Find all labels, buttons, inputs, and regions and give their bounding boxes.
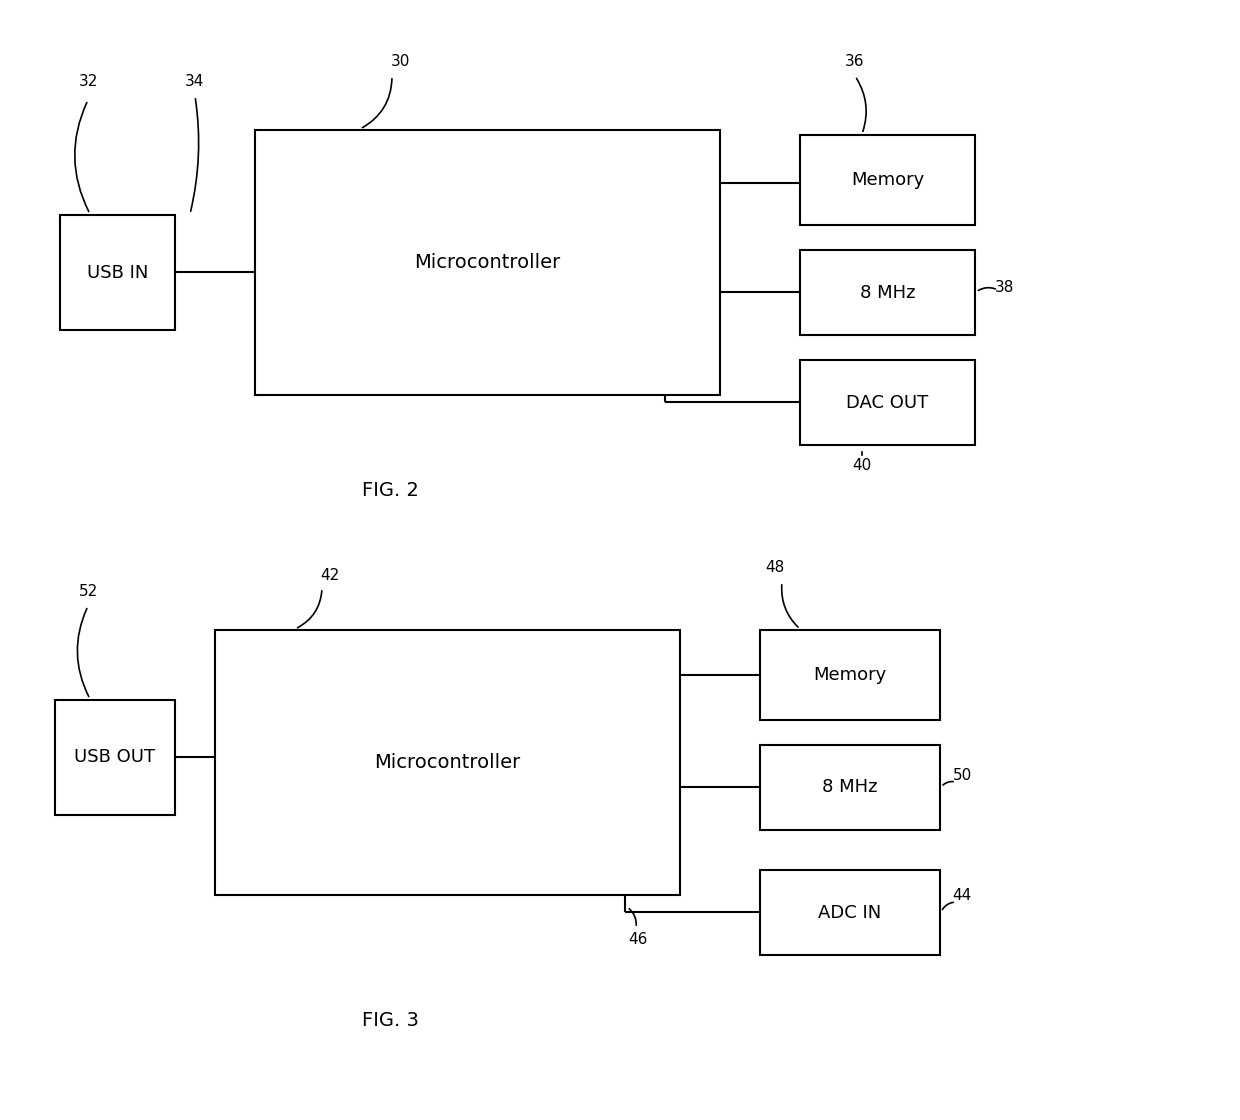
Text: DAC OUT: DAC OUT: [847, 393, 929, 411]
Text: 46: 46: [629, 933, 647, 948]
Text: 8 MHz: 8 MHz: [859, 283, 915, 301]
Text: 38: 38: [996, 280, 1014, 295]
Bar: [800, 250, 975, 335]
Text: Microcontroller: Microcontroller: [414, 253, 560, 272]
Bar: [55, 700, 175, 815]
Bar: [760, 629, 940, 720]
Text: ADC IN: ADC IN: [818, 904, 882, 922]
Text: 48: 48: [765, 560, 785, 576]
Bar: [800, 360, 975, 445]
Text: 34: 34: [185, 75, 205, 90]
Text: USB IN: USB IN: [87, 263, 149, 281]
Text: 30: 30: [391, 55, 409, 69]
Text: 52: 52: [78, 585, 98, 599]
Text: Microcontroller: Microcontroller: [374, 753, 521, 772]
Bar: [215, 629, 680, 895]
Text: Memory: Memory: [851, 171, 924, 189]
Text: 42: 42: [320, 568, 340, 582]
Bar: [800, 136, 975, 225]
Bar: [760, 870, 940, 955]
Bar: [255, 130, 720, 395]
Text: 32: 32: [78, 75, 98, 90]
Bar: [60, 215, 175, 330]
Text: 8 MHz: 8 MHz: [822, 778, 878, 796]
Bar: [760, 745, 940, 830]
Text: FIG. 3: FIG. 3: [362, 1010, 418, 1029]
Text: FIG. 2: FIG. 2: [362, 480, 418, 500]
Text: Memory: Memory: [813, 666, 887, 684]
Text: 40: 40: [852, 457, 872, 473]
Text: USB OUT: USB OUT: [74, 748, 155, 766]
Text: 44: 44: [952, 887, 972, 903]
Text: 50: 50: [952, 767, 972, 783]
Text: 36: 36: [846, 55, 864, 69]
